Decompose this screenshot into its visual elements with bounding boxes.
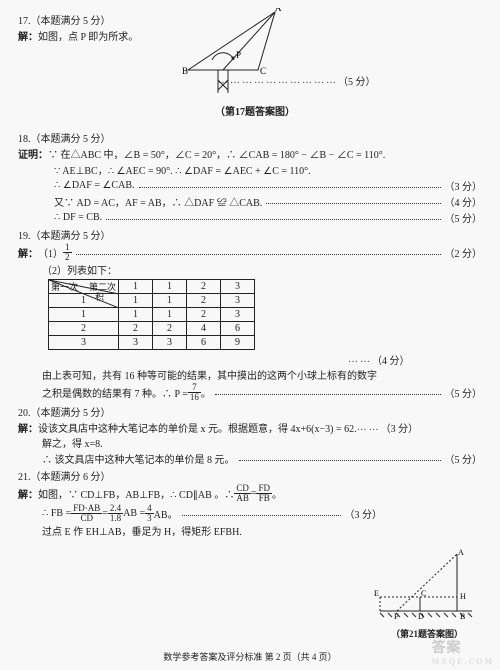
q20-s1: （3 分） [381, 420, 419, 435]
q20-label: 解： [18, 420, 38, 435]
q19-label: 解： [18, 245, 38, 260]
q21-l2: ∴ FB = FD·ABCD = 2.41.8 AB = 43 AB。 （3 分… [42, 504, 382, 523]
figure-17: A B C P （第17题答案图） [180, 8, 330, 118]
q19-s1: （2 分） [445, 245, 483, 260]
svg-text:D: D [418, 612, 424, 621]
frac-7-16: 716 [188, 383, 201, 402]
dots [239, 453, 441, 461]
q20-l1: 解： 设该文具店中这种大笔记本的单价是 x 元。根据题意，得 4x+6(x−3)… [18, 420, 482, 435]
vertex-c: C [260, 66, 266, 76]
q21-l3: 过点 E 作 EH⊥AB，垂足为 H，得矩形 EFBH. [42, 523, 482, 538]
q19-p1a: （1） [38, 245, 63, 260]
q19-title: 19.（本题满分 5 分） [18, 227, 482, 242]
svg-text:C: C [421, 589, 426, 598]
figure-21: A B C D E F H （第21题答案图） [372, 549, 482, 640]
dots [182, 508, 341, 516]
svg-text:F: F [394, 612, 399, 621]
table-row: 22246 [49, 322, 255, 336]
q17-label: 解： [18, 28, 38, 43]
vertex-b: B [182, 66, 188, 76]
q18-l2: ∵ AE⊥BC，∴ ∠AEC = 90°. ∴ ∠DAF = ∠AEC + ∠C… [54, 162, 482, 177]
q18-l5: ∴ DF = CB. （5 分） [54, 210, 482, 225]
q18-s5: （5 分） [445, 210, 483, 225]
table-row: 第二次 积 第一次 1 1 2 3 [49, 280, 255, 294]
svg-text:E: E [374, 589, 379, 598]
q21-s2: （3 分） [345, 506, 383, 521]
q17-text: 如图，点 P 即为所求。 [38, 28, 138, 43]
dots [266, 196, 440, 204]
q18-t1: ∵ 在△ABC 中，∠B = 50°，∠C = 20°，∴ ∠CAB = 180… [48, 146, 385, 161]
svg-text:A: A [458, 549, 464, 557]
q17-score: （5 分） [338, 73, 376, 88]
q19-l3b-row: 之积是偶数的结果有 7 种。∴ P = 716 。 （5 分） [42, 383, 482, 402]
q19-s3: （5 分） [445, 385, 483, 400]
probability-table: 第二次 积 第一次 1 1 2 3 11123 11123 22246 3336… [48, 279, 255, 350]
q20-l3: ∴ 该文具店中这种大笔记本的单价是 8 元。 （5 分） [42, 451, 482, 466]
vertex-p: P [236, 50, 241, 60]
q18-l4: 又∵ AD = AC，AF = AB，∴ △DAF ≌ △CAB. （4 分） [54, 194, 482, 209]
fig17-caption: （第17题答案图） [180, 103, 330, 118]
geometry-svg: A B C D E F H [372, 549, 482, 624]
table-cell: 1 [153, 280, 187, 294]
dots [139, 180, 441, 188]
q19-s2-row: …… （4 分） [348, 352, 482, 367]
svg-text:H: H [460, 592, 466, 601]
q21-title: 21.（本题满分 6 分） [18, 468, 482, 483]
q18-s4: （4 分） [445, 194, 483, 209]
table-cell: 1 [49, 308, 119, 322]
q19-l3a: 由上表可知，共有 16 种等可能的结果，其中摸出的这两个小球上标有的数字 [42, 367, 482, 382]
q18-l3: ∴ ∠DAF = ∠CAB. （3 分） [54, 178, 482, 193]
q20-l2: 解之，得 x=8. [42, 435, 482, 450]
q21-l1: 解： 如图，∵ CD⊥FB，AB⊥FB，∴ CD∥AB 。∴ CDAB = FD… [18, 484, 378, 503]
q19-p2: （2）列表如下： [42, 262, 482, 277]
svg-text:B: B [460, 612, 465, 621]
diag-header: 第二次 积 第一次 [49, 280, 119, 294]
q18-s3: （3 分） [445, 178, 483, 193]
frac-half: 12 [63, 243, 72, 262]
q19-s2: （4 分） [372, 352, 410, 367]
q20-s3: （5 分） [445, 451, 483, 466]
triangle-svg: A B C P [180, 8, 330, 98]
vertex-a: A [275, 8, 282, 13]
watermark: 答案 MXQE.COM [432, 637, 494, 666]
table-row: 11123 [49, 308, 255, 322]
q18-title: 18.（本题满分 5 分） [18, 130, 482, 145]
table-cell: 1 [119, 280, 153, 294]
q21-label: 解： [18, 486, 38, 501]
table-cell: 3 [221, 280, 255, 294]
dots [106, 212, 440, 220]
table-cell: 2 [49, 322, 119, 336]
q18-label: 证明： [18, 146, 48, 161]
dots [215, 387, 441, 395]
q19-p1: 解： （1） 12 （2 分） [18, 243, 482, 262]
q18-l1: 证明： ∵ 在△ABC 中，∠B = 50°，∠C = 20°，∴ ∠CAB =… [18, 146, 482, 161]
table-cell: 3 [49, 336, 119, 350]
page-footer: 数学参考答案及评分标准 第 2 页（共 4 页） [0, 650, 500, 663]
table-row: 33369 [49, 336, 255, 350]
dots [76, 247, 441, 255]
table-cell: 2 [187, 280, 221, 294]
q20-title: 20.（本题满分 5 分） [18, 404, 482, 419]
